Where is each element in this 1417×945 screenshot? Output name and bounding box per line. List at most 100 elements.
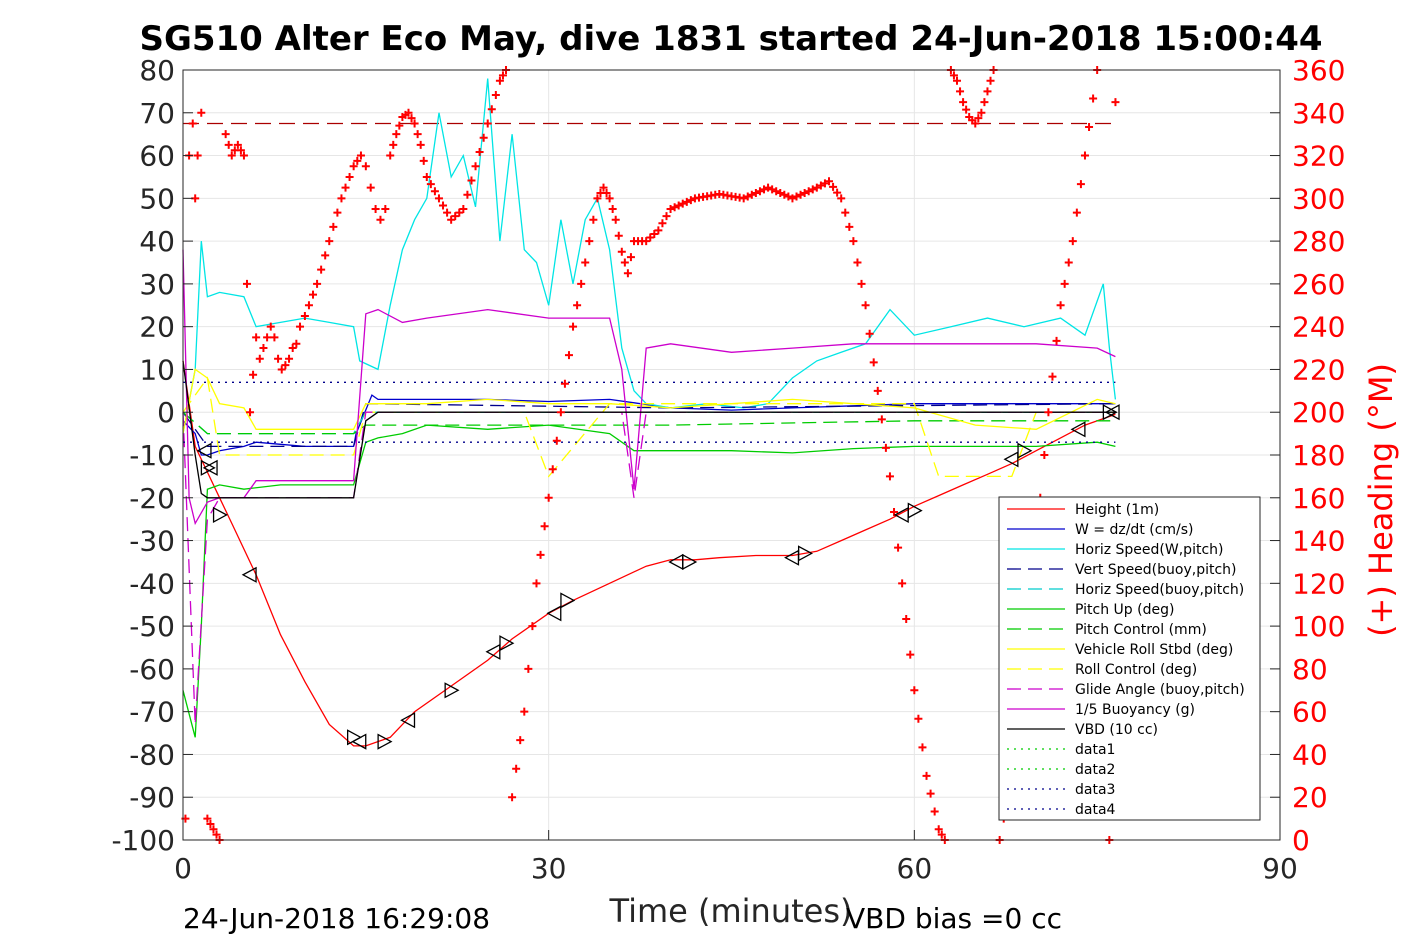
left-tick-label: 80 [139,54,175,87]
right-tick-label: 320 [1292,140,1345,173]
heading-point [277,365,286,374]
heading-point [873,386,882,395]
series-line-8 [182,376,1116,478]
heading-point [249,370,258,379]
left-tick-label: 50 [139,182,175,215]
heading-point [389,140,398,149]
heading-point [206,819,215,828]
heading-point [983,87,992,96]
heading-point [281,361,290,370]
heading-point [658,219,667,228]
right-tick-label: 140 [1292,525,1345,558]
heading-point [325,237,334,246]
heading-point [467,176,476,185]
heading-point [666,205,675,214]
heading-point [487,105,496,114]
heading-point [353,156,362,165]
heading-point [426,180,435,189]
right-tick-label: 280 [1292,225,1345,258]
heading-point [977,108,986,117]
left-tick-label: -80 [129,738,175,771]
left-tick-label: 30 [139,268,175,301]
right-tick-label: 260 [1292,268,1345,301]
heading-point [1048,372,1057,381]
legend-label: Horiz Speed(W,pitch) [1075,542,1223,558]
heading-point [885,472,894,481]
heading-point [853,258,862,267]
heading-point [902,614,911,623]
right-tick-label: 60 [1292,696,1328,729]
heading-point [1064,258,1073,267]
right-tick-label: 80 [1292,653,1328,686]
heading-point [898,579,907,588]
left-tick-label: 60 [139,140,175,173]
legend-label: Vehicle Roll Stbd (deg) [1075,642,1233,658]
heading-point [804,187,813,196]
x-tick-label: 90 [1262,852,1298,885]
heading-point [520,707,529,716]
heading-point [197,108,206,117]
heading-point [611,215,620,224]
heading-point [1068,237,1077,246]
heading-point [682,197,691,206]
heading-point [599,183,608,192]
turn-marker [1102,404,1118,421]
heading-point [581,258,590,267]
heading-point [760,185,769,194]
heading-point [203,814,212,823]
heading-point [274,354,283,363]
series-line-6 [182,411,1116,435]
legend-label: VBD (10 cc) [1075,722,1158,738]
turn-marker [1003,451,1019,468]
heading-point [869,358,878,367]
heading-point [956,87,965,96]
heading-point [483,119,492,128]
heading-point [751,188,760,197]
heading-point [650,229,659,238]
heading-point [1052,336,1061,345]
heading-point [1089,94,1098,103]
heading-point [439,201,448,210]
heading-point [890,508,899,517]
turn-marker [485,643,501,660]
series-layer [182,78,1117,747]
turn-marker [200,459,216,476]
heading-point [952,76,961,85]
heading-point [266,322,275,331]
heading-point [816,181,825,190]
turn-marker [351,733,367,750]
heading-point [617,247,626,256]
heading-point [605,194,614,203]
heading-point [329,222,338,231]
heading-point [959,98,968,107]
left-tick-label: -60 [129,653,175,686]
left-tick-label: 0 [157,396,175,429]
heading-point [255,354,264,363]
left-tick-label: -100 [111,824,175,857]
heading-point [662,212,671,221]
turn-marker [1104,404,1120,421]
x-axis: 0 30 60 90 [174,830,1298,885]
heading-point [642,237,651,246]
heading-point [670,203,679,212]
legend-label: Roll Control (deg) [1075,662,1197,678]
heading-point [788,194,797,203]
heading-point [812,183,821,192]
heading-point [674,201,683,210]
heading-point [808,185,817,194]
heading-point [739,194,748,203]
heading-point [430,187,439,196]
right-tick-label: 180 [1292,439,1345,472]
heading-point [296,322,305,331]
heading-point [1040,451,1049,459]
heading-point [962,105,971,114]
heading-point [304,301,313,310]
heading-point [747,190,756,199]
heading-point [849,237,858,246]
heading-point [252,333,261,342]
heading-point [930,807,939,816]
legend-label: W = dz/dt (cm/s) [1075,522,1194,538]
heading-point [780,190,789,199]
heading-point [877,415,886,424]
legend-label: Glide Angle (buoy,pitch) [1075,682,1245,698]
